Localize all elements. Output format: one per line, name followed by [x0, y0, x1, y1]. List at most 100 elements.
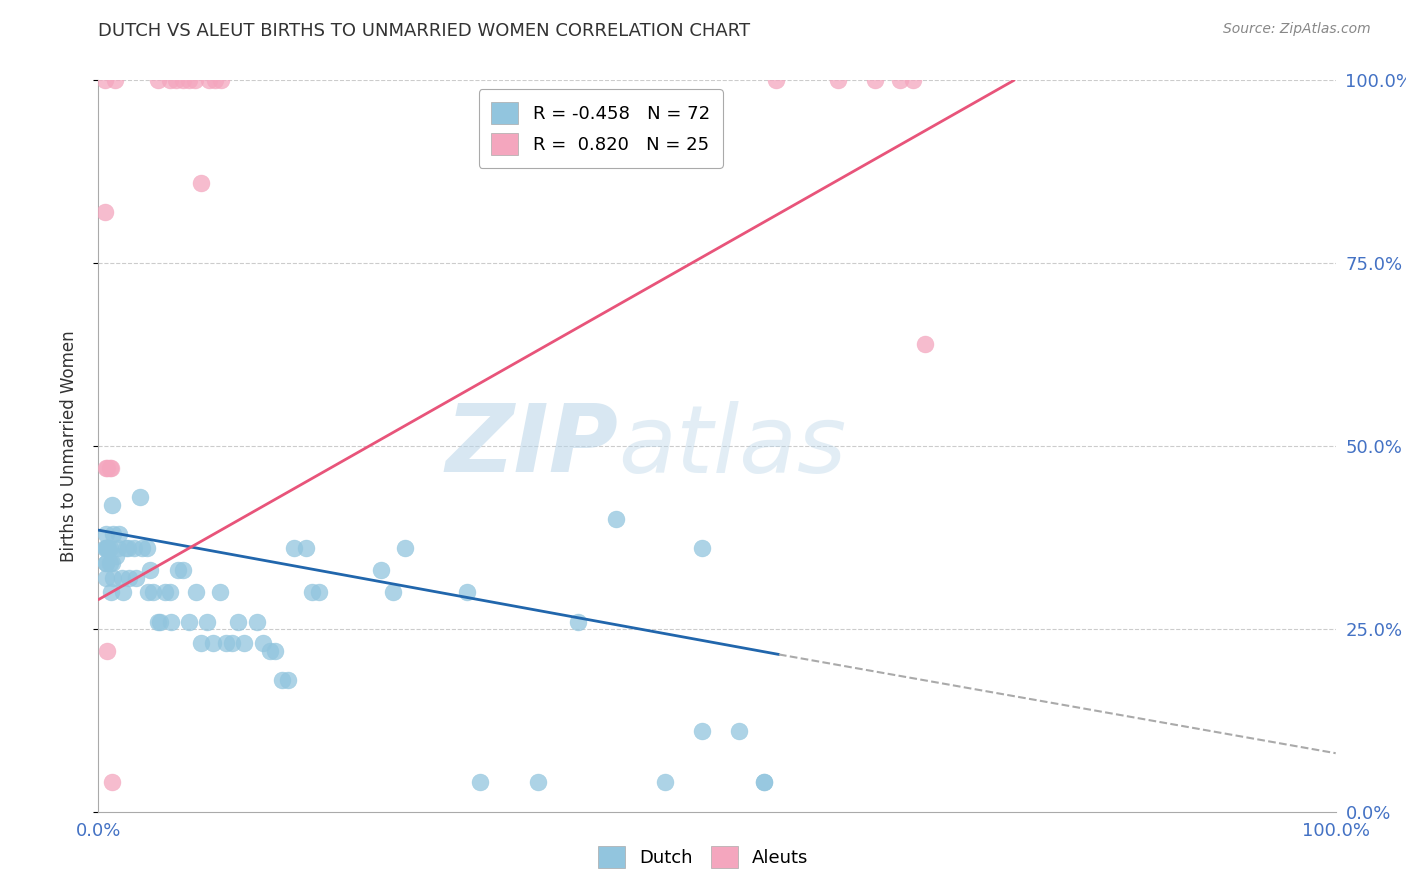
Point: [94, 526, 117, 541]
Point: [100, 461, 122, 475]
Point: [104, 549, 127, 563]
Point: [264, 644, 287, 658]
Point: [172, 563, 194, 577]
Point: [209, 73, 232, 87]
Point: [226, 615, 249, 629]
Point: [131, 541, 153, 556]
Text: atlas: atlas: [619, 401, 846, 491]
Point: [166, 563, 188, 577]
Point: [135, 541, 157, 556]
Point: [107, 541, 129, 556]
Point: [165, 73, 187, 87]
Point: [96, 461, 118, 475]
Point: [901, 73, 924, 87]
Point: [567, 615, 589, 629]
Point: [96, 644, 118, 658]
Point: [283, 541, 305, 556]
Point: [277, 673, 299, 687]
Point: [186, 585, 208, 599]
Point: [111, 571, 134, 585]
Point: [100, 585, 122, 599]
Point: [202, 636, 225, 650]
Point: [690, 541, 713, 556]
Point: [103, 73, 125, 87]
Point: [146, 615, 169, 629]
Point: [101, 556, 124, 570]
Point: [184, 73, 207, 87]
Point: [139, 563, 162, 577]
Point: [370, 563, 392, 577]
Point: [752, 775, 775, 789]
Point: [172, 73, 194, 87]
Point: [94, 571, 117, 585]
Point: [177, 615, 200, 629]
Point: [101, 775, 124, 789]
Point: [177, 73, 200, 87]
Point: [93, 205, 115, 219]
Point: [252, 636, 274, 650]
Point: [96, 541, 118, 556]
Point: [103, 526, 125, 541]
Point: [155, 585, 177, 599]
Point: [93, 541, 115, 556]
Point: [98, 461, 121, 475]
Point: [889, 73, 911, 87]
Text: DUTCH VS ALEUT BIRTHS TO UNMARRIED WOMEN CORRELATION CHART: DUTCH VS ALEUT BIRTHS TO UNMARRIED WOMEN…: [98, 22, 751, 40]
Point: [190, 176, 212, 190]
Point: [865, 73, 887, 87]
Point: [526, 775, 548, 789]
Point: [146, 73, 169, 87]
Point: [468, 775, 491, 789]
Point: [124, 541, 146, 556]
Text: Source: ZipAtlas.com: Source: ZipAtlas.com: [1223, 22, 1371, 37]
Point: [117, 541, 139, 556]
Point: [221, 636, 243, 650]
Point: [136, 585, 159, 599]
Point: [233, 636, 256, 650]
Point: [98, 541, 121, 556]
Point: [295, 541, 318, 556]
Point: [208, 585, 231, 599]
Point: [246, 615, 269, 629]
Point: [914, 336, 936, 351]
Point: [142, 585, 165, 599]
Point: [129, 490, 152, 504]
Point: [752, 775, 775, 789]
Point: [118, 571, 141, 585]
Point: [394, 541, 416, 556]
Point: [103, 571, 125, 585]
Point: [160, 615, 183, 629]
Point: [98, 556, 121, 570]
Point: [728, 724, 751, 739]
Point: [765, 73, 787, 87]
Point: [94, 556, 117, 570]
Point: [97, 541, 120, 556]
Point: [654, 775, 676, 789]
Point: [197, 73, 219, 87]
Point: [195, 615, 218, 629]
Point: [112, 585, 135, 599]
Point: [101, 498, 124, 512]
Point: [215, 636, 238, 650]
Point: [190, 636, 212, 650]
Point: [93, 73, 115, 87]
Point: [114, 541, 136, 556]
Point: [94, 556, 117, 570]
Legend: Dutch, Aleuts: Dutch, Aleuts: [586, 835, 820, 879]
Point: [259, 644, 281, 658]
Point: [456, 585, 478, 599]
Point: [108, 526, 131, 541]
Point: [149, 615, 172, 629]
Point: [827, 73, 849, 87]
Point: [124, 571, 146, 585]
Legend: R = -0.458   N = 72, R =  0.820   N = 25: R = -0.458 N = 72, R = 0.820 N = 25: [478, 89, 723, 168]
Point: [690, 724, 713, 739]
Point: [381, 585, 404, 599]
Point: [605, 512, 627, 526]
Point: [159, 73, 181, 87]
Point: [204, 73, 226, 87]
Point: [94, 541, 117, 556]
Point: [159, 585, 181, 599]
Point: [94, 461, 117, 475]
Point: [270, 673, 292, 687]
